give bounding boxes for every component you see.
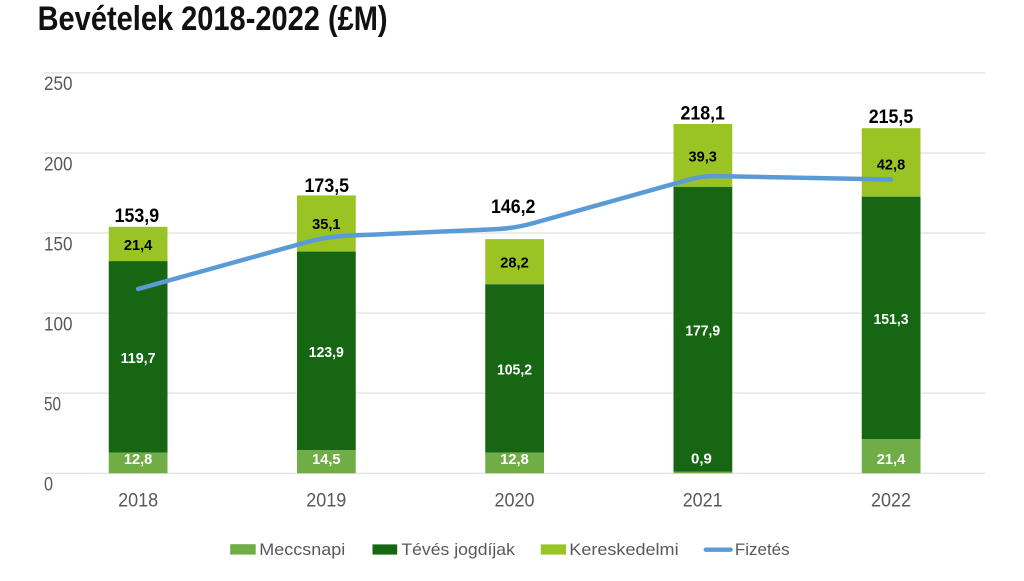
svg-text:12,8: 12,8 xyxy=(124,451,152,468)
svg-text:105,2: 105,2 xyxy=(497,362,532,379)
svg-text:153,9: 153,9 xyxy=(115,206,160,227)
svg-text:200: 200 xyxy=(44,154,73,175)
svg-text:12,8: 12,8 xyxy=(500,451,528,468)
svg-text:50: 50 xyxy=(44,395,61,416)
svg-text:0: 0 xyxy=(44,475,53,496)
svg-text:177,9: 177,9 xyxy=(685,323,720,340)
svg-text:39,3: 39,3 xyxy=(689,148,717,165)
svg-text:146,2: 146,2 xyxy=(491,197,536,218)
svg-text:Meccsnapi: Meccsnapi xyxy=(259,540,345,559)
svg-text:21,4: 21,4 xyxy=(124,237,153,254)
svg-text:2021: 2021 xyxy=(683,491,723,512)
svg-text:218,1: 218,1 xyxy=(680,104,725,125)
svg-text:21,4: 21,4 xyxy=(877,451,906,468)
svg-text:Kereskedelmi: Kereskedelmi xyxy=(569,540,678,559)
svg-text:Bevételek 2018-2022 (£M): Bevételek 2018-2022 (£M) xyxy=(38,0,388,38)
svg-text:2020: 2020 xyxy=(495,491,535,512)
svg-text:2019: 2019 xyxy=(306,491,346,512)
svg-text:42,8: 42,8 xyxy=(877,156,905,173)
svg-text:14,5: 14,5 xyxy=(312,451,340,468)
svg-text:119,7: 119,7 xyxy=(121,350,156,367)
svg-text:28,2: 28,2 xyxy=(500,255,528,272)
svg-text:173,5: 173,5 xyxy=(305,176,350,197)
svg-text:Fizetés: Fizetés xyxy=(735,540,790,559)
svg-text:215,5: 215,5 xyxy=(869,107,914,128)
svg-text:Tévés jogdíjak: Tévés jogdíjak xyxy=(401,540,515,559)
svg-text:151,3: 151,3 xyxy=(874,311,909,328)
svg-text:35,1: 35,1 xyxy=(312,216,340,233)
svg-text:250: 250 xyxy=(44,74,73,95)
svg-text:2022: 2022 xyxy=(871,491,911,512)
svg-text:2018: 2018 xyxy=(118,491,158,512)
svg-text:123,9: 123,9 xyxy=(309,344,344,361)
svg-text:0,9: 0,9 xyxy=(691,451,712,468)
svg-text:150: 150 xyxy=(44,234,73,255)
svg-text:100: 100 xyxy=(44,314,73,335)
